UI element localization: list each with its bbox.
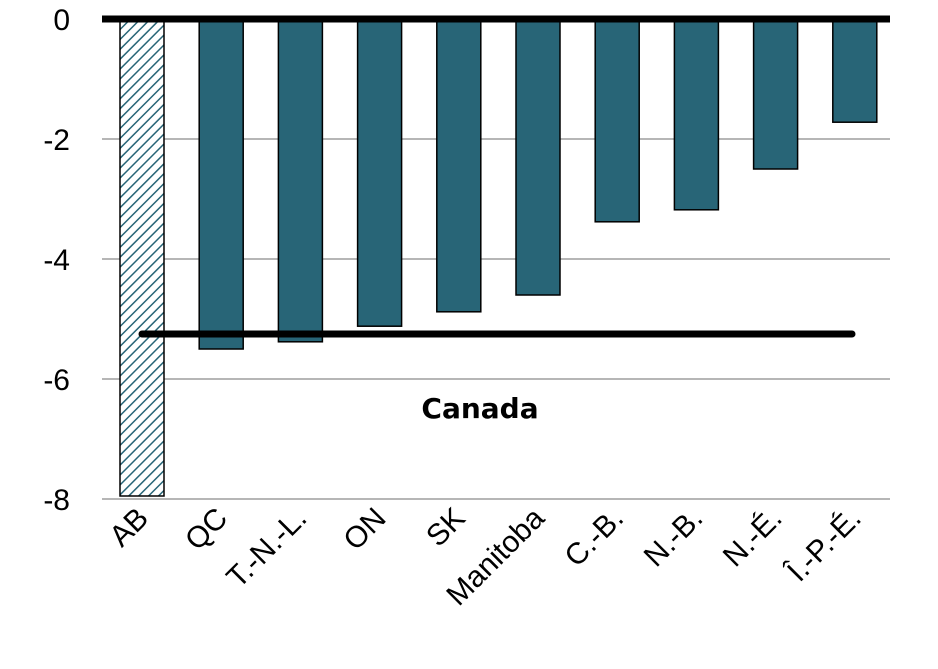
y-tick-label: -6 bbox=[43, 364, 70, 397]
bar-on bbox=[356, 18, 403, 327]
y-tick-labels: 0 -2 -4 -6 -8 bbox=[43, 4, 70, 517]
bar-n bbox=[752, 18, 799, 170]
x-category-label: N.-B. bbox=[638, 502, 710, 574]
bar-ab bbox=[119, 18, 165, 497]
x-category-label: N.-É. bbox=[717, 502, 789, 574]
canada-reference: Canada bbox=[138, 330, 856, 425]
canada-label: Canada bbox=[421, 392, 538, 425]
x-category-label: T.-N.-L. bbox=[220, 502, 313, 595]
bar-t-n-l bbox=[277, 18, 324, 343]
x-category-label: AB bbox=[103, 502, 155, 554]
y-tick-label: 0 bbox=[53, 4, 70, 37]
x-category-label: QC bbox=[179, 502, 234, 557]
x-category-label: SK bbox=[420, 502, 472, 554]
bar-qc bbox=[198, 18, 244, 350]
bar-sk bbox=[436, 18, 482, 313]
y-tick-label: -4 bbox=[43, 244, 70, 277]
bar-c-b bbox=[594, 18, 640, 223]
bar-p bbox=[832, 18, 878, 123]
y-tick-label: -8 bbox=[43, 484, 70, 517]
bar-n-b bbox=[673, 18, 720, 211]
x-category-label: ON bbox=[337, 502, 392, 557]
x-category-label: Î.-P.-É. bbox=[780, 502, 867, 589]
bar-manitoba bbox=[515, 18, 561, 296]
y-tick-label: -2 bbox=[43, 124, 70, 157]
x-category-label: C.-B. bbox=[558, 502, 630, 574]
bars bbox=[119, 18, 878, 497]
